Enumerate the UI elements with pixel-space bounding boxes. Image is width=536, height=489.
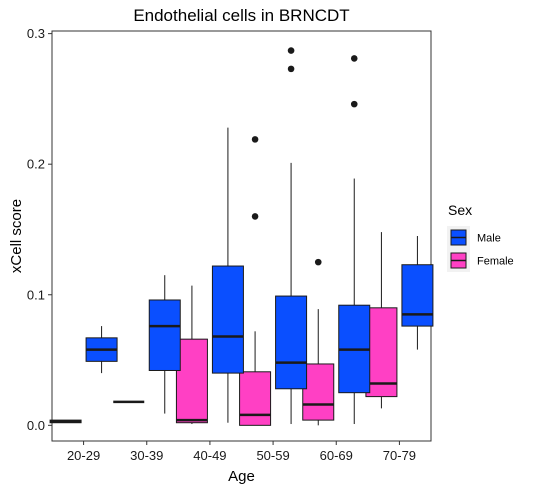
outlier-point bbox=[287, 65, 295, 73]
legend: Sex Male Female bbox=[447, 202, 514, 272]
outlier-point bbox=[251, 136, 259, 143]
outlier-point bbox=[251, 213, 259, 220]
y-tick-label: 0.0 bbox=[27, 418, 45, 433]
box-female-50-59 bbox=[239, 136, 272, 426]
x-axis-title: Age bbox=[228, 468, 255, 485]
box-male-50-59 bbox=[275, 47, 308, 425]
box-female-60-69 bbox=[302, 258, 335, 426]
legend-label: Male bbox=[477, 233, 501, 245]
y-tick-label: 0.3 bbox=[27, 26, 45, 41]
box-female-70-79 bbox=[365, 232, 398, 409]
box-body bbox=[302, 363, 335, 421]
y-tick-label: 0.1 bbox=[27, 287, 45, 302]
box-body bbox=[211, 265, 244, 374]
box-female-40-49 bbox=[175, 285, 208, 425]
x-tick-label: 30-39 bbox=[130, 448, 163, 463]
box-male-20-29 bbox=[85, 326, 118, 374]
legend-title: Sex bbox=[448, 202, 472, 218]
box-male-70-79 bbox=[401, 236, 434, 350]
box-male-30-39 bbox=[148, 275, 181, 414]
x-tick-label: 70-79 bbox=[383, 448, 416, 463]
x-tick-label: 20-29 bbox=[67, 448, 100, 463]
plot-panel bbox=[51, 30, 432, 442]
x-tick-label: 50-59 bbox=[256, 448, 289, 463]
x-axis: 20-29 30-39 40-49 50-59 60-69 70-79 bbox=[67, 441, 416, 463]
box-body bbox=[365, 307, 398, 398]
legend-label: Female bbox=[477, 256, 514, 268]
y-axis: 0.0 0.1 0.2 0.3 bbox=[27, 26, 52, 433]
x-tick-label: 40-49 bbox=[193, 448, 226, 463]
x-tick-label: 60-69 bbox=[320, 448, 353, 463]
box-layer bbox=[49, 47, 434, 426]
y-tick-label: 0.2 bbox=[27, 157, 45, 172]
legend-item-male: Male bbox=[447, 226, 501, 249]
box-body bbox=[175, 338, 208, 424]
legend-item-female: Female bbox=[447, 249, 514, 272]
box-male-60-69 bbox=[338, 55, 371, 425]
outlier-point bbox=[287, 47, 295, 54]
box-body bbox=[401, 264, 434, 327]
chart-title: Endothelial cells in BRNCDT bbox=[133, 6, 349, 25]
outlier-point bbox=[350, 100, 358, 108]
box-male-40-49 bbox=[211, 127, 244, 423]
box-body bbox=[148, 299, 181, 371]
outlier-point bbox=[350, 55, 358, 62]
box-body bbox=[275, 295, 308, 390]
box-body bbox=[239, 371, 272, 426]
outlier-point bbox=[314, 258, 322, 266]
y-axis-title: xCell score bbox=[8, 199, 25, 273]
box-female-20-29 bbox=[49, 419, 82, 424]
